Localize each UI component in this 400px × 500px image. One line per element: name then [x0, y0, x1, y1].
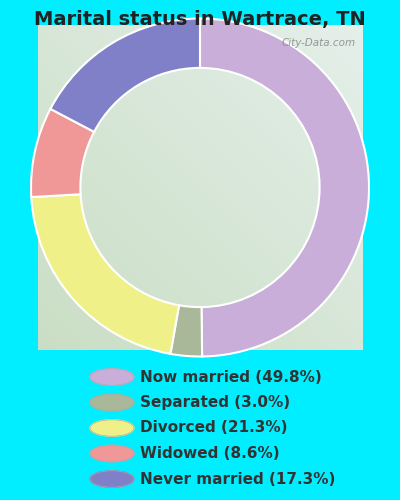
- Text: Marital status in Wartrace, TN: Marital status in Wartrace, TN: [34, 10, 366, 29]
- Text: Divorced (21.3%): Divorced (21.3%): [140, 420, 288, 436]
- Text: Separated (3.0%): Separated (3.0%): [140, 395, 290, 410]
- Text: City-Data.com: City-Data.com: [282, 38, 356, 48]
- Text: Now married (49.8%): Now married (49.8%): [140, 370, 322, 384]
- Wedge shape: [31, 109, 94, 197]
- Wedge shape: [200, 18, 369, 356]
- Circle shape: [90, 420, 134, 436]
- Wedge shape: [170, 306, 202, 356]
- Circle shape: [90, 394, 134, 411]
- Circle shape: [90, 446, 134, 462]
- Wedge shape: [50, 18, 200, 132]
- Text: Never married (17.3%): Never married (17.3%): [140, 472, 335, 486]
- Circle shape: [90, 369, 134, 385]
- Circle shape: [90, 471, 134, 487]
- Wedge shape: [31, 194, 179, 354]
- Text: Widowed (8.6%): Widowed (8.6%): [140, 446, 280, 461]
